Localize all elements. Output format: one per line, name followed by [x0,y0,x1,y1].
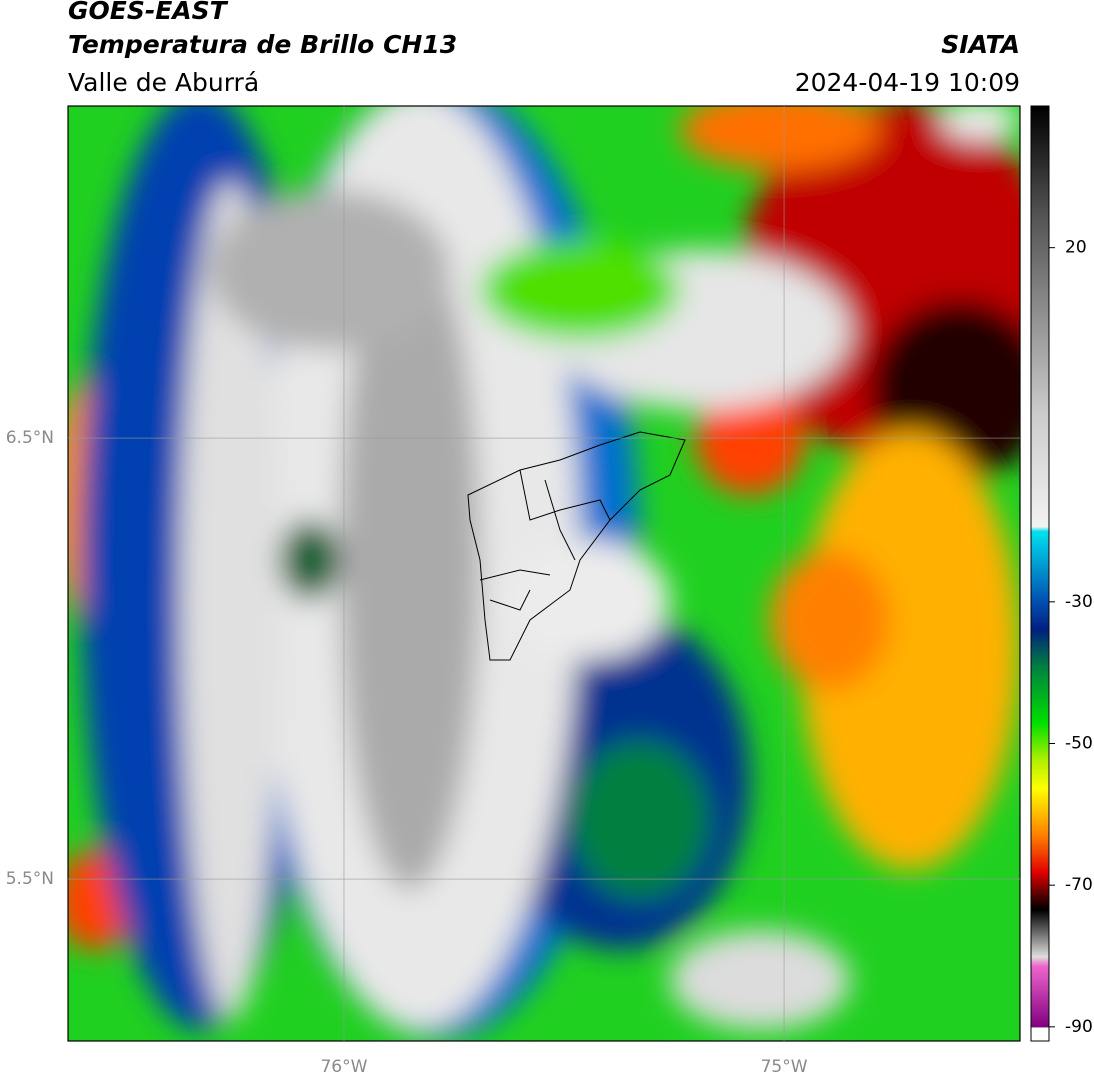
colorbar-tick-label: -50 [1065,734,1093,754]
x-tick-label: 75°W [761,1057,808,1077]
x-tick-label: 76°W [320,1057,367,1077]
subtitle: Temperatura de Brillo CH13 [68,30,457,59]
datetime: 2024-04-19 10:09 [795,68,1020,97]
colorbar-tick-label: -30 [1065,592,1093,612]
colorbar [1030,105,1050,1042]
title: GOES-EAST [68,0,229,25]
region: Valle de Aburrá [68,68,259,97]
colorbar-tick-label: -70 [1065,875,1093,895]
y-tick-label: 6.5°N [6,428,54,448]
colorbar-tick-label: 20 [1065,238,1087,258]
source: SIATA [941,30,1020,59]
map-frame [67,105,1021,1042]
satellite-image [68,106,1020,1041]
y-tick-label: 5.5°N [6,869,54,889]
colorbar-tick-label: -90 [1065,1017,1093,1037]
municipal-borders [467,431,686,661]
